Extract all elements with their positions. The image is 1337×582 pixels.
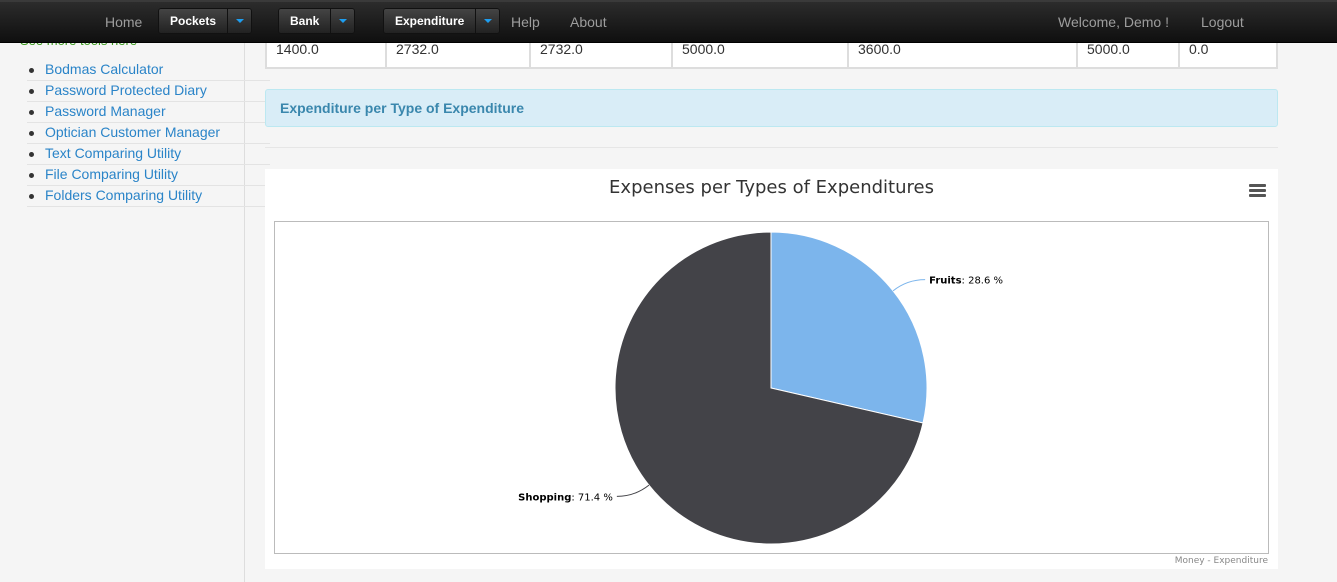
tool-link-file-comparing-utility[interactable]: File Comparing Utility — [27, 165, 270, 186]
pie-label-fruits: Fruits: 28.6 % — [929, 276, 1003, 287]
tool-link-bodmas-calculator[interactable]: Bodmas Calculator — [27, 60, 270, 81]
bank-dropdown[interactable]: Bank — [278, 8, 356, 34]
tool-link-optician-customer-manager[interactable]: Optician Customer Manager — [27, 123, 270, 144]
tools-list: Bodmas Calculator Password Protected Dia… — [27, 60, 270, 207]
pie-slice-fruits[interactable] — [770, 231, 928, 424]
chart-plot-area: Fruits: 28.6 % Shopping: 71.4 % — [274, 221, 1269, 554]
nav-help-link[interactable]: Help — [511, 14, 540, 30]
top-navbar: Home Pockets Bank Expenditure Help About… — [0, 0, 1337, 43]
expenditure-button[interactable]: Expenditure — [383, 8, 476, 34]
tool-link-folders-comparing-utility[interactable]: Folders Comparing Utility — [27, 186, 270, 207]
nav-home-link[interactable]: Home — [105, 14, 143, 30]
table-cell: 2732.0 — [387, 39, 531, 67]
sidebar: See more tools here Bodmas Calculator Pa… — [0, 33, 270, 582]
divider — [265, 147, 1278, 148]
section-heading: Expenditure per Type of Expenditure — [265, 89, 1278, 127]
table-cell: 5000.0 — [1078, 39, 1180, 67]
nav-logout-link[interactable]: Logout — [1201, 14, 1244, 30]
tool-link-text-comparing-utility[interactable]: Text Comparing Utility — [27, 144, 270, 165]
table-cell: 1400.0 — [267, 39, 387, 67]
table-row: 1400.0 2732.0 2732.0 5000.0 3600.0 5000.… — [265, 39, 1278, 69]
pockets-caret-icon[interactable] — [227, 8, 253, 34]
pockets-dropdown[interactable]: Pockets — [158, 8, 253, 34]
pie-connector-shopping — [616, 484, 650, 497]
chart-menu-icon[interactable] — [1249, 184, 1266, 198]
expenditure-dropdown[interactable]: Expenditure — [383, 8, 501, 34]
table-cell: 5000.0 — [673, 39, 849, 67]
nav-about-link[interactable]: About — [570, 14, 607, 30]
chart-credits: Money - Expenditure — [1174, 556, 1268, 566]
chart-title: Expenses per Types of Expenditures — [609, 177, 934, 198]
table-cell: 2732.0 — [531, 39, 673, 67]
table-cell: 0.0 — [1189, 41, 1209, 57]
pie-label-shopping: Shopping: 71.4 % — [518, 492, 613, 503]
bank-caret-icon[interactable] — [330, 8, 356, 34]
tool-link-password-manager[interactable]: Password Manager — [27, 102, 270, 123]
welcome-text: Welcome, Demo ! — [1058, 14, 1169, 30]
pie-chart: Fruits: 28.6 % Shopping: 71.4 % — [518, 231, 1003, 545]
pockets-button[interactable]: Pockets — [158, 8, 228, 34]
bank-button[interactable]: Bank — [278, 8, 331, 34]
tool-link-password-protected-diary[interactable]: Password Protected Diary — [27, 81, 270, 102]
table-cell: 3600.0 — [849, 39, 1078, 67]
pie-chart-container: Expenses per Types of Expenditures Fruit… — [265, 169, 1278, 569]
expenditure-caret-icon[interactable] — [475, 8, 501, 34]
pie-connector-fruits — [892, 279, 926, 292]
